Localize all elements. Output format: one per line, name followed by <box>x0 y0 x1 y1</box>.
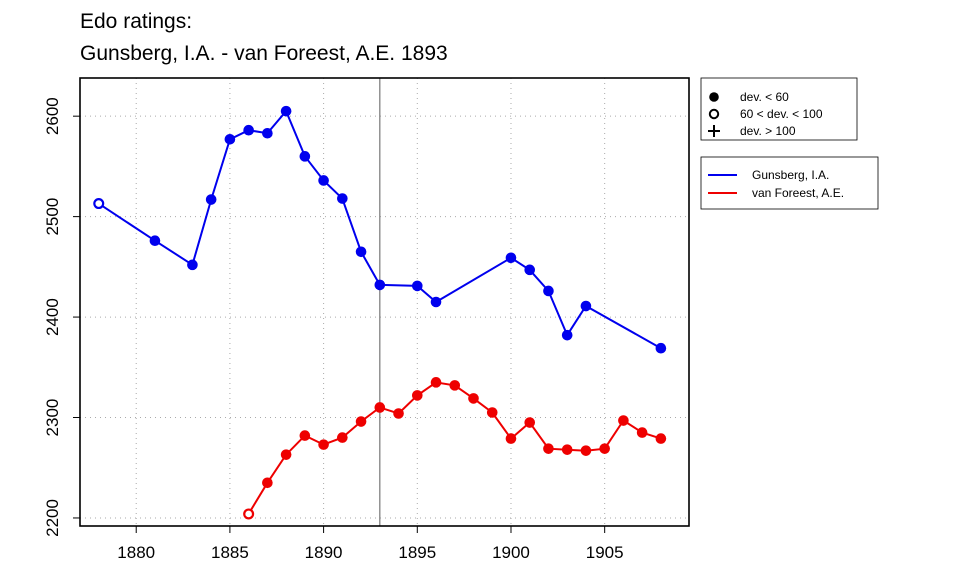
data-point-gunsberg-1883 <box>187 259 198 271</box>
legend-open-circle-icon <box>708 108 720 120</box>
x-tick-label-1880: 1880 <box>117 543 155 562</box>
legend-plus-icon <box>708 125 720 137</box>
y-tick-label-2400: 2400 <box>43 298 62 336</box>
y-tick-label-2600: 2600 <box>43 97 62 135</box>
data-point-vanforeest-1908 <box>655 433 667 444</box>
data-point-gunsberg-1878 <box>93 198 105 210</box>
data-point-gunsberg-1904 <box>580 300 592 312</box>
data-point-vanforeest-1894 <box>393 408 404 419</box>
data-point-vanforeest-1893 <box>374 402 386 413</box>
data-point-vanforeest-1902 <box>543 443 554 454</box>
data-point-gunsberg-1900 <box>505 252 517 264</box>
y-tick-label-2300: 2300 <box>43 399 62 437</box>
data-point-vanforeest-1899 <box>486 407 498 418</box>
data-point-gunsberg-1901 <box>524 264 536 276</box>
data-point-vanforeest-1903 <box>561 444 573 455</box>
data-point-vanforeest-1888 <box>280 449 292 460</box>
data-point-vanforeest-1897 <box>449 380 461 391</box>
marker-legend: dev. < 60 60 < dev. < 100 dev. > 100 <box>700 77 858 141</box>
data-point-vanforeest-1901 <box>524 417 536 428</box>
marker-legend-box <box>700 77 858 141</box>
x-tick-label-1885: 1885 <box>211 543 249 562</box>
data-point-gunsberg-1887 <box>262 127 273 139</box>
data-point-vanforeest-1905 <box>599 443 610 454</box>
x-tick-label-1905: 1905 <box>586 543 624 562</box>
x-axis: 1880 1885 1890 1895 1900 1905 <box>117 526 624 562</box>
data-point-gunsberg-1885 <box>224 133 236 145</box>
y-axis: 2200 2300 2400 2500 2600 <box>43 97 80 537</box>
data-point-gunsberg-1896 <box>430 296 442 308</box>
data-point-vanforeest-1906 <box>618 415 629 426</box>
data-point-gunsberg-1881 <box>149 235 161 247</box>
legend-label-gunsberg: Gunsberg, I.A. <box>752 168 829 182</box>
data-point-gunsberg-1902 <box>543 285 554 297</box>
data-point-gunsberg-1895 <box>411 280 423 292</box>
data-point-gunsberg-1903 <box>561 329 573 341</box>
legend-filled-circle-icon <box>709 92 719 102</box>
plot-frame <box>79 77 690 527</box>
chart-title-line-2: Gunsberg, I.A. - van Foreest, A.E. 1893 <box>80 42 448 65</box>
data-point-vanforeest-1889 <box>299 430 311 441</box>
data-point-gunsberg-1891 <box>337 193 348 204</box>
data-point-vanforeest-1895 <box>411 390 423 401</box>
series-legend: Gunsberg, I.A. van Foreest, A.E. <box>700 156 879 210</box>
legend-label-dev-lt-60: dev. < 60 <box>740 90 789 104</box>
data-point-vanforeest-1891 <box>337 432 348 443</box>
data-point-vanforeest-1886 <box>243 508 255 520</box>
data-point-vanforeest-1900 <box>505 433 517 444</box>
data-point-vanforeest-1887 <box>262 477 273 489</box>
data-point-vanforeest-1907 <box>636 427 648 438</box>
data-point-gunsberg-1886 <box>243 124 254 136</box>
series-layer <box>93 105 667 520</box>
x-tick-label-1895: 1895 <box>398 543 436 562</box>
legend-label-dev-gt-100: dev. > 100 <box>740 124 796 138</box>
data-point-gunsberg-1893 <box>374 279 386 291</box>
data-point-vanforeest-1898 <box>468 393 479 404</box>
legend-label-vanforeest: van Foreest, A.E. <box>752 186 844 200</box>
y-tick-label-2200: 2200 <box>43 499 62 537</box>
data-point-vanforeest-1904 <box>580 445 592 456</box>
chart-title-line-1: Edo ratings: <box>80 10 192 33</box>
data-point-vanforeest-1892 <box>355 416 367 427</box>
x-tick-label-1890: 1890 <box>305 543 343 562</box>
y-tick-label-2500: 2500 <box>43 198 62 236</box>
data-point-gunsberg-1888 <box>280 105 292 117</box>
data-point-gunsberg-1892 <box>355 246 367 258</box>
data-point-gunsberg-1889 <box>299 151 311 162</box>
data-point-gunsberg-1884 <box>205 194 217 205</box>
grid-lines <box>80 78 689 526</box>
data-point-gunsberg-1890 <box>318 175 329 186</box>
x-tick-label-1900: 1900 <box>492 543 530 562</box>
series-legend-box <box>700 156 879 210</box>
series-line-vanforeest <box>247 381 662 515</box>
data-point-vanforeest-1890 <box>318 439 329 450</box>
legend-label-dev-60-100: 60 < dev. < 100 <box>740 107 823 121</box>
data-point-vanforeest-1896 <box>430 377 442 388</box>
data-point-gunsberg-1908 <box>655 342 667 354</box>
